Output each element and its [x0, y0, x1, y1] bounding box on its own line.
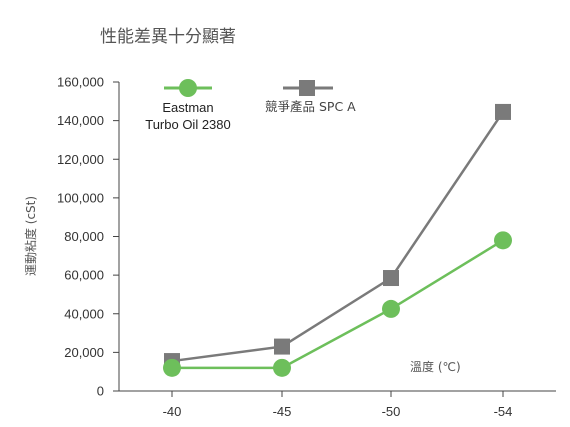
- y-tick-label: 100,000: [57, 190, 104, 205]
- y-tick-label: 140,000: [57, 113, 104, 128]
- y-tick-label: 120,000: [57, 152, 104, 167]
- series-line-eastman: [172, 239, 504, 370]
- y-tick-label: 40,000: [64, 306, 104, 321]
- y-tick-label: 160,000: [57, 75, 104, 90]
- series-group: [163, 103, 512, 377]
- legend-label-eastman-line1: Eastman: [162, 100, 213, 115]
- y-tick-label: 0: [97, 384, 104, 399]
- legend-label-eastman-line2: Turbo Oil 2380: [145, 117, 231, 132]
- x-tick-label: -45: [273, 404, 292, 419]
- data-point-competitor: [274, 338, 290, 355]
- data-point-eastman: [494, 231, 512, 250]
- x-tick-label: -50: [382, 404, 401, 419]
- legend: Eastman Turbo Oil 2380 競爭產品 SPC A: [145, 79, 356, 132]
- legend-label-competitor: 競爭產品 SPC A: [265, 99, 356, 114]
- y-tick-label: 80,000: [64, 229, 104, 244]
- series-line-competitor: [171, 111, 505, 363]
- data-point-eastman: [273, 358, 291, 377]
- legend-marker-eastman: [179, 79, 197, 97]
- data-point-competitor: [495, 103, 511, 120]
- data-point-competitor: [383, 270, 399, 287]
- y-tick-label: 20,000: [64, 345, 104, 360]
- data-point-eastman: [382, 299, 400, 318]
- x-axis-label: 溫度 (℃): [410, 359, 461, 374]
- legend-marker-competitor: [299, 80, 315, 96]
- legend-item-competitor: 競爭產品 SPC A: [265, 80, 356, 114]
- data-point-eastman: [163, 358, 181, 377]
- y-tick-group: 0 20,000 40,000 60,000 80,000 100,000 120,000 1…: [57, 75, 119, 399]
- y-axis-label: 運動粘度 (cSt): [23, 196, 38, 276]
- chart-title: 性能差異十分顯著: [100, 27, 236, 47]
- legend-item-eastman: Eastman Turbo Oil 2380: [145, 79, 231, 132]
- x-tick-label: -54: [494, 404, 513, 419]
- x-tick-group: -40 -45 -50 -54: [163, 391, 513, 419]
- y-tick-label: 60,000: [64, 268, 104, 283]
- x-tick-label: -40: [163, 404, 182, 419]
